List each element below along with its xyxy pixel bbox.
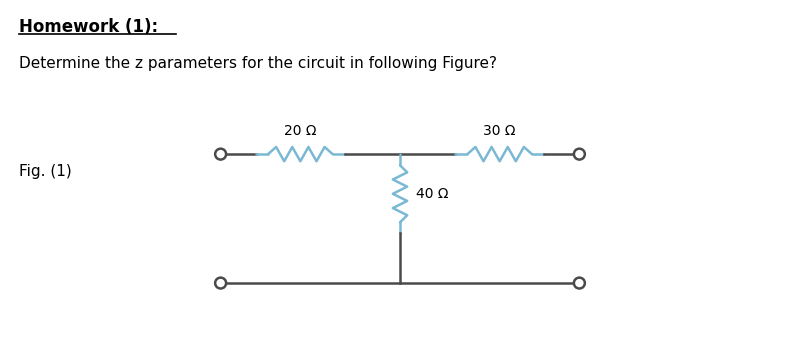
Circle shape bbox=[574, 278, 585, 288]
Text: 30 Ω: 30 Ω bbox=[483, 124, 516, 138]
Text: Determine the z parameters for the circuit in following Figure?: Determine the z parameters for the circu… bbox=[19, 56, 498, 71]
Text: 20 Ω: 20 Ω bbox=[284, 124, 317, 138]
Text: 40 Ω: 40 Ω bbox=[416, 187, 449, 201]
Circle shape bbox=[574, 149, 585, 160]
Circle shape bbox=[215, 149, 226, 160]
Text: Homework (1):: Homework (1): bbox=[19, 18, 158, 36]
Circle shape bbox=[215, 278, 226, 288]
Text: Fig. (1): Fig. (1) bbox=[19, 164, 72, 179]
